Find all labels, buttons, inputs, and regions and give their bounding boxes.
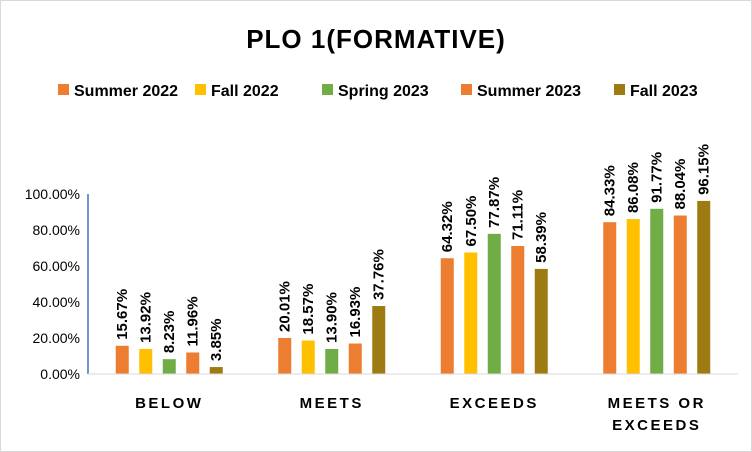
legend-swatch bbox=[58, 84, 69, 95]
bar bbox=[115, 345, 129, 374]
data-label: 86.08% bbox=[625, 162, 642, 213]
data-label: 16.93% bbox=[347, 287, 364, 338]
legend-label: Summer 2022 bbox=[74, 83, 178, 100]
legend-label: Summer 2023 bbox=[477, 83, 581, 100]
y-tick-label: 20.00% bbox=[33, 330, 80, 346]
bar bbox=[139, 348, 153, 374]
plot-area: 15.67% 13.92% 8.23% 11.96% 3.85% 20.01% 18.57%… bbox=[114, 144, 713, 374]
data-label: 58.39% bbox=[533, 212, 550, 263]
bar bbox=[464, 252, 478, 374]
data-label: 15.67% bbox=[114, 289, 131, 340]
legend-swatch bbox=[195, 84, 206, 95]
data-label: 67.50% bbox=[463, 196, 480, 247]
bar bbox=[325, 348, 339, 374]
bar bbox=[209, 367, 223, 374]
y-tick-label: 100.00% bbox=[25, 186, 80, 202]
chart-title: PLO 1(FORMATIVE) bbox=[246, 24, 506, 54]
data-label: 8.23% bbox=[161, 311, 178, 354]
x-category-label: MEETS bbox=[300, 395, 364, 412]
x-category-label: BELOW bbox=[135, 395, 203, 412]
bar bbox=[650, 208, 664, 374]
bar bbox=[673, 215, 687, 374]
bar bbox=[534, 268, 548, 374]
bar bbox=[626, 219, 640, 374]
data-label: 71.11% bbox=[510, 190, 527, 240]
x-category-label: EXCEEDS bbox=[612, 417, 701, 434]
data-label: 91.77% bbox=[649, 152, 666, 203]
bar bbox=[278, 337, 292, 374]
legend-label: Spring 2023 bbox=[338, 83, 429, 100]
data-label: 3.85% bbox=[208, 319, 225, 362]
data-label: 18.57% bbox=[300, 284, 317, 335]
x-axis: BELOW MEETS EXCEEDS MEETS OR EXCEEDS bbox=[88, 373, 738, 434]
data-label: 84.33% bbox=[602, 165, 619, 216]
data-label: 37.76% bbox=[371, 249, 388, 300]
data-label: 88.04% bbox=[672, 159, 689, 210]
bar bbox=[487, 233, 501, 374]
x-category-label: MEETS OR bbox=[608, 395, 706, 412]
data-label: 13.92% bbox=[138, 292, 155, 343]
legend-label: Fall 2022 bbox=[211, 83, 279, 100]
y-tick-label: 0.00% bbox=[40, 366, 80, 382]
bar bbox=[372, 306, 386, 374]
data-label: 11.96% bbox=[185, 296, 202, 346]
legend-swatch bbox=[461, 84, 472, 95]
y-tick-label: 40.00% bbox=[33, 294, 80, 310]
legend-label: Fall 2023 bbox=[630, 83, 698, 100]
y-tick-label: 60.00% bbox=[33, 258, 80, 274]
bar bbox=[603, 222, 617, 374]
bar bbox=[186, 352, 200, 374]
bar bbox=[697, 200, 711, 374]
bar bbox=[301, 340, 315, 374]
legend: Summer 2022 Fall 2022 Spring 2023 Summer 20… bbox=[58, 83, 698, 100]
x-category-label: EXCEEDS bbox=[450, 395, 539, 412]
bar bbox=[511, 246, 525, 374]
legend-swatch bbox=[614, 84, 625, 95]
data-label: 13.90% bbox=[324, 292, 341, 343]
legend-swatch bbox=[322, 84, 333, 95]
data-label: 96.15% bbox=[696, 144, 713, 195]
y-axis: 0.00% 20.00% 40.00% 60.00% 80.00% 100.00% bbox=[25, 186, 89, 382]
data-label: 64.32% bbox=[439, 201, 456, 252]
data-label: 20.01% bbox=[277, 281, 294, 332]
data-label: 77.87% bbox=[486, 177, 503, 228]
bar bbox=[348, 343, 362, 374]
y-tick-label: 80.00% bbox=[33, 222, 80, 238]
bar bbox=[162, 359, 176, 374]
bar bbox=[440, 258, 454, 374]
